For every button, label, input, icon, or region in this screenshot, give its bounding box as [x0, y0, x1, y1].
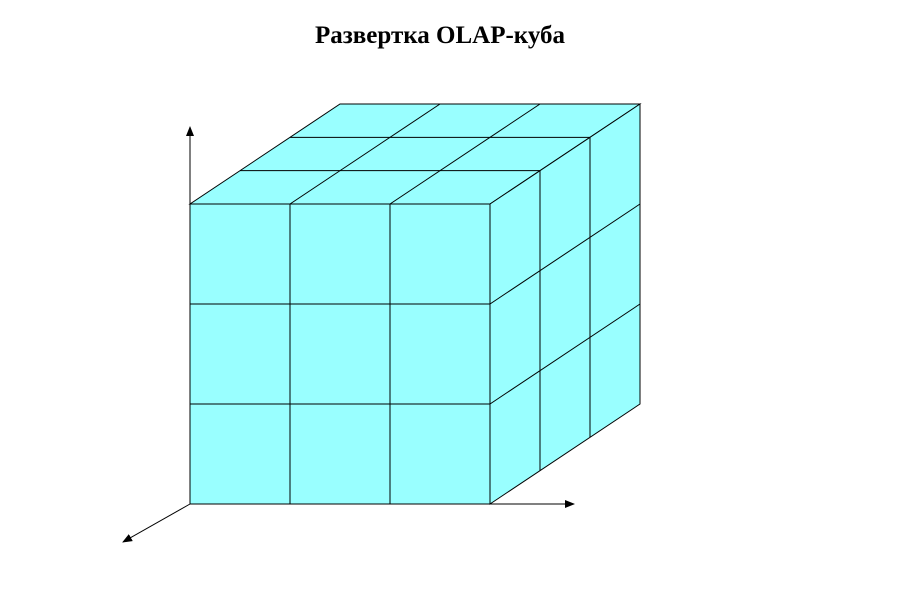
top-grid-depth-line: [289, 103, 441, 205]
diagram-title: Развертка OLAP-куба: [314, 22, 566, 49]
right-grid-depth-line: [489, 303, 641, 405]
depth-axis-arrow: [122, 503, 191, 543]
right-grid-depth-line: [489, 203, 641, 305]
cube-front-face: [189, 203, 491, 505]
olap-cube: [188, 103, 642, 505]
top-grid-depth-line: [389, 103, 541, 205]
